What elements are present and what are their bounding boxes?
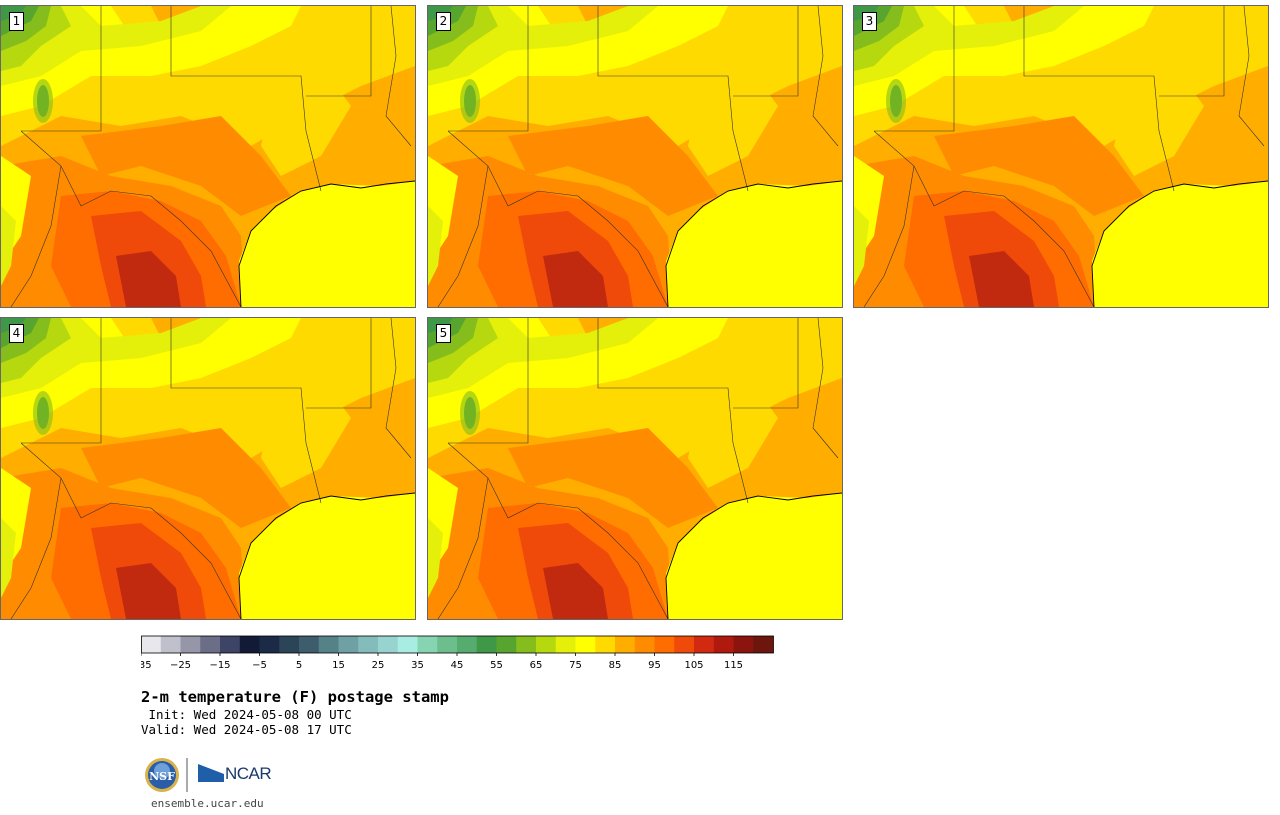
colorbar-swatch (496, 636, 517, 653)
colorbar-tick-label: −25 (170, 660, 191, 671)
colorbar-tick-label: 45 (451, 660, 464, 671)
colorbar-swatch (457, 636, 478, 653)
colorbar-swatch (141, 636, 162, 653)
colorbar-swatch (397, 636, 418, 653)
panel-number: 4 (9, 324, 24, 343)
colorbar-swatch (417, 636, 438, 653)
colorbar-swatch (753, 636, 774, 653)
colorbar-swatch (239, 636, 260, 653)
colorbar-tick-label: 85 (609, 660, 622, 671)
colorbar-tick-label: −5 (252, 660, 267, 671)
colorbar-swatch (674, 636, 695, 653)
colorbar-tick-label: −15 (209, 660, 230, 671)
colorbar-swatch (476, 636, 497, 653)
colorbar-swatch (615, 636, 636, 653)
temperature-map (428, 318, 842, 619)
ncar-logo-text: NCAR (225, 764, 272, 783)
temperature-map (854, 6, 1268, 307)
panel-number: 5 (436, 324, 451, 343)
colorbar-swatch (358, 636, 379, 653)
colorbar-swatch (220, 636, 241, 653)
figure-title: 2-m temperature (F) postage stamp (141, 688, 449, 706)
colorbar-tick-label: 105 (684, 660, 703, 671)
map-slot (1, 6, 415, 307)
panel-4: 4 (0, 317, 416, 620)
map-slot (854, 6, 1268, 307)
panel-2: 2 (427, 5, 843, 308)
colorbar-tick-label: 25 (372, 660, 385, 671)
colorbar-tick-label: 95 (648, 660, 661, 671)
svg-text:NSF: NSF (149, 770, 175, 783)
colorbar-swatch (338, 636, 359, 653)
colorbar-swatch (516, 636, 537, 653)
map-slot (428, 318, 842, 619)
map-slot (428, 6, 842, 307)
colorbar-tick-label: 5 (296, 660, 302, 671)
colorbar-swatch (536, 636, 557, 653)
panel-number: 1 (9, 12, 24, 31)
colorbar-swatch (160, 636, 181, 653)
colorbar-tick-label: 75 (569, 660, 582, 671)
site-url: ensemble.ucar.edu (151, 797, 264, 810)
colorbar-swatch (595, 636, 616, 653)
colorbar-swatch (299, 636, 320, 653)
panel-3: 3 (853, 5, 1269, 308)
colorbar-swatch (378, 636, 399, 653)
colorbar-swatch (200, 636, 221, 653)
init-time: Init: Wed 2024-05-08 00 UTC (141, 707, 352, 722)
colorbar-swatch (575, 636, 596, 653)
colorbar-swatch (654, 636, 675, 653)
colorbar-swatch (437, 636, 458, 653)
panel-number: 3 (862, 12, 877, 31)
panel-1: 1 (0, 5, 416, 308)
colorbar: −35 −25 −15 −5 5 15 25 35 45 55 65 75 85 95 105 115 (141, 635, 774, 671)
colorbar-tick-label: 15 (332, 660, 345, 671)
logos: NSF (144, 756, 274, 794)
temperature-map (428, 6, 842, 307)
colorbar-swatch (694, 636, 715, 653)
temperature-map (1, 6, 415, 307)
temperature-map (1, 318, 415, 619)
colorbar-swatch (634, 636, 655, 653)
colorbar-tick-label: −35 (141, 660, 152, 671)
colorbar-swatch (733, 636, 754, 653)
colorbar-tick-label: 55 (490, 660, 503, 671)
map-slot (1, 318, 415, 619)
colorbar-swatch (279, 636, 300, 653)
colorbar-tick-label: 115 (724, 660, 743, 671)
colorbar-swatch (180, 636, 201, 653)
valid-time: Valid: Wed 2024-05-08 17 UTC (141, 722, 352, 737)
colorbar-swatch (259, 636, 280, 653)
colorbar-tick-label: 35 (411, 660, 424, 671)
panel-number: 2 (436, 12, 451, 31)
colorbar-swatch (318, 636, 339, 653)
colorbar-swatch (555, 636, 576, 653)
colorbar-swatch (713, 636, 734, 653)
panel-5: 5 (427, 317, 843, 620)
colorbar-tick-label: 65 (530, 660, 543, 671)
nsf-ncar-logo: NSF (145, 758, 224, 792)
